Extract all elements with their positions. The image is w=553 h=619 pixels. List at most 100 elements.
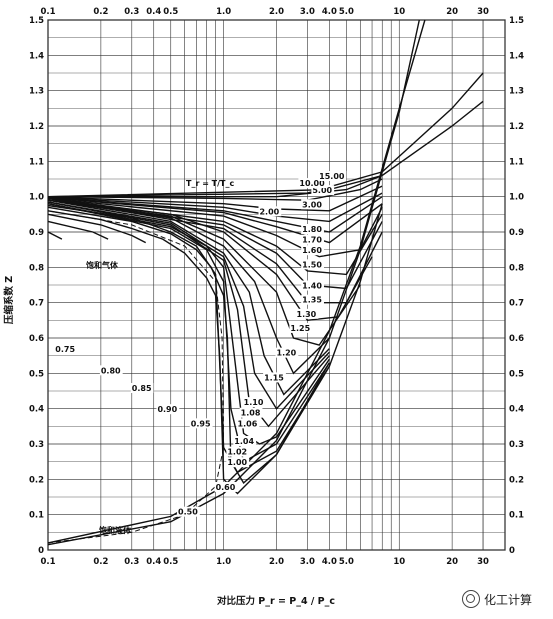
x-tick-label-bottom: 0.2: [93, 557, 108, 567]
curve-tr-0.90: [47, 210, 331, 495]
curve-label-tr-0.75: 0.75: [55, 345, 75, 354]
y-tick-label-left: 0.9: [29, 228, 44, 238]
y-tick-label-right: 1.3: [509, 87, 524, 97]
curve-tr-1.10: [47, 199, 330, 396]
y-tick-label-right: 1.2: [509, 122, 524, 132]
curve-tr-0.85: [47, 213, 147, 244]
curve-tr-1.30: [47, 197, 383, 304]
x-tick-label-bottom: 0.1: [40, 557, 55, 567]
curve-tr-1.20: [47, 199, 361, 346]
curve-label-tr-1.70: 1.70: [302, 236, 322, 245]
y-tick-label-right: 0.3: [509, 440, 524, 450]
grid: [47, 19, 506, 551]
x-tick-label-bottom: 0.5: [163, 557, 178, 567]
curve-tr-1.15: [47, 199, 330, 375]
x-tick-label-top: 1.0: [216, 7, 231, 17]
curve-tr-15.00: [47, 100, 484, 198]
curve-label-tr-1.04: 1.04: [234, 437, 254, 446]
curve-label-bg: [298, 178, 327, 189]
y-tick-label-right: 1.5: [509, 16, 524, 26]
curve-label-bg: [258, 206, 282, 217]
y-tick-label-right: 1.1: [509, 157, 524, 167]
curve-label-tr-2.00: 2.00: [259, 207, 279, 216]
y-tick-label-left: 1.0: [29, 193, 44, 203]
curve-label-bg: [301, 245, 324, 256]
curve-label-tr-10.00: 10.00: [299, 179, 325, 188]
curve-label-tr-1.30: 1.30: [297, 310, 317, 319]
curve-label-tr-0.50: 0.50: [178, 508, 198, 517]
curve-label-bg: [301, 294, 324, 305]
curve-label-tr-3.00: 3.00: [302, 200, 322, 209]
x-tick-label-bottom: 4.0: [322, 557, 337, 567]
curve-label-tr-0.85: 0.85: [132, 384, 152, 393]
y-tick-label-left: 1.1: [29, 157, 44, 167]
curve-label-bg: [177, 506, 200, 517]
curve-label-tr-1.50: 1.50: [302, 260, 322, 269]
y-tick-label-right: 0.6: [509, 334, 524, 344]
curve-labels: 0.60 0.50 0.75 0.80 0.85 0.90 0.95 1.001.02 1.04…: [54, 171, 347, 517]
curve-tr-1.02: [47, 203, 330, 463]
curve-label-bg: [236, 418, 260, 429]
curves: [47, 19, 484, 546]
x-tick-label-top: 0.1: [40, 7, 55, 17]
x-tick-label-bottom: 2.0: [269, 557, 284, 567]
x-tick-label-bottom: 0.4: [146, 557, 161, 567]
curve-tr-1.70: [47, 196, 383, 233]
x-tick-label-bottom: 0.3: [124, 557, 139, 567]
y-tick-label-right: 0.7: [509, 299, 524, 309]
y-tick-label-right: 0.2: [509, 475, 524, 485]
curve-label-tr-1.35: 1.35: [302, 296, 322, 305]
curve-label-bg: [214, 481, 238, 492]
curve-label-tr-1.20: 1.20: [277, 349, 297, 358]
x-tick-label-top: 0.5: [163, 7, 178, 17]
curve-tr-1.40: [47, 197, 383, 276]
x-tick-label-top: 30: [477, 7, 489, 17]
curve-label-tr-1.02: 1.02: [227, 448, 247, 457]
curve-label-tr-1.06: 1.06: [238, 419, 258, 428]
y-tick-label-right: 1.4: [509, 51, 524, 61]
y-tick-label-left: 0.5: [29, 369, 44, 379]
curve-label-bg: [301, 199, 324, 210]
curve-label-bg: [289, 322, 313, 333]
curve-label-bg: [275, 347, 299, 358]
watermark: 化工计算: [462, 590, 532, 608]
curve-label-bg: [301, 224, 324, 234]
y-tick-label-right: 0.8: [509, 263, 524, 273]
curve-label-tr-1.10: 1.10: [244, 398, 264, 407]
curve-label-bg: [242, 397, 266, 408]
x-tick-label-top: 20: [446, 7, 458, 17]
curve-label-tr-0.60: 0.60: [216, 483, 236, 492]
x-tick-label-bottom: 20: [446, 557, 458, 567]
y-tick-label-right: 1.0: [509, 193, 524, 203]
curve-label-tr-15.00: 15.00: [319, 172, 345, 181]
curve-label-tr-1.00: 1.00: [227, 458, 247, 467]
y-tick-label-right: 0: [509, 546, 515, 556]
x-tick-label-bottom: 1.0: [216, 557, 231, 567]
curve-label-tr-1.80: 1.80: [302, 225, 322, 234]
curve-label-bg: [239, 407, 263, 418]
curve-label-bg: [233, 436, 257, 446]
y-tick-label-left: 0.4: [29, 405, 44, 415]
curve-label-bg: [130, 383, 154, 393]
saturated-vapor-label: 饱和气体: [86, 260, 119, 270]
curve-tr-1.08: [47, 201, 330, 410]
curve-label-tr-0.90: 0.90: [157, 405, 177, 414]
x-tick-label-bottom: 30: [477, 557, 489, 567]
curve-tr-0.80: [47, 220, 109, 240]
curve-label-bg: [301, 234, 324, 245]
curve-tr-1.00: [47, 203, 383, 474]
curve-label-bg: [263, 372, 286, 383]
curve-label-tr-1.15: 1.15: [264, 373, 284, 382]
y-tick-label-left: 0: [38, 546, 44, 556]
saturation-envelope: [47, 210, 225, 544]
x-tick-label-bottom: 10: [393, 557, 405, 567]
curve-label-bg: [301, 259, 324, 270]
x-tick-label-top: 5.0: [339, 7, 354, 17]
tr-definition-label: T_r = T/T_c: [186, 179, 235, 188]
curve-label-bg: [295, 308, 319, 319]
saturated-liquid-label: 饱和液体: [99, 525, 132, 535]
y-tick-label-right: 0.5: [509, 369, 524, 379]
curve-label-tr-1.25: 1.25: [290, 324, 310, 333]
y-tick-label-left: 1.4: [29, 51, 44, 61]
